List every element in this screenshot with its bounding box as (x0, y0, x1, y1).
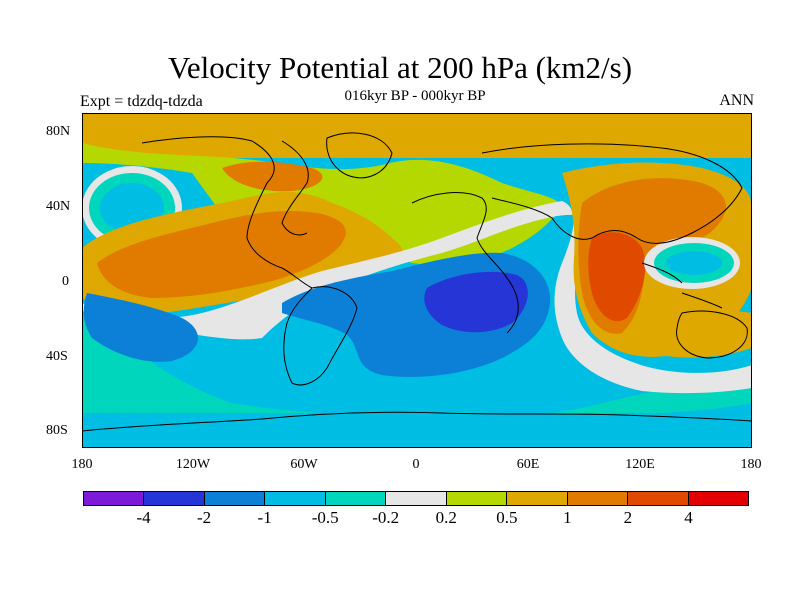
field-south-teal (82, 303, 752, 425)
colorbar-label: -4 (136, 508, 151, 527)
field-africa-darkblue (424, 271, 528, 333)
coastlines (82, 132, 752, 432)
colorbar-segment (688, 492, 748, 505)
lat-label-80s: 80S (46, 423, 68, 438)
colorbar-label: -1 (257, 508, 272, 527)
field-southwest-yellow (642, 311, 752, 358)
colorbar-segment (567, 492, 629, 505)
colorbar-segment (204, 492, 266, 505)
colorbar-label: -0.5 (311, 508, 339, 527)
field-spac-blue (83, 293, 199, 362)
colorbar-label: -2 (196, 508, 212, 527)
colorbar-label: -0.2 (372, 508, 400, 527)
colorbar-label: 4 (684, 508, 693, 527)
lon-label-180e: 180 (740, 457, 762, 472)
map-subtitle: 016kyr BP - 000kyr BP (344, 88, 486, 104)
colorbar-label: 0.5 (496, 508, 518, 527)
lat-label-eq: 0 (62, 274, 69, 289)
colorbar-label: 0.2 (435, 508, 457, 527)
colorbar-segment (386, 492, 447, 505)
colorbar-label: 1 (563, 508, 572, 527)
experiment-label: Expt = tdzdq-tdzda (80, 93, 203, 110)
field-zero-band (82, 201, 752, 394)
colorbar-segment (325, 492, 387, 505)
lon-label-120e: 120E (625, 457, 655, 472)
colorbar-segment (507, 492, 568, 505)
lon-label-0: 0 (412, 457, 420, 472)
velocity-potential-map (82, 113, 752, 448)
season-label: ANN (719, 92, 754, 109)
colorbar-label: 2 (623, 508, 633, 527)
lat-label-80n: 80N (46, 124, 71, 139)
colorbar (83, 491, 749, 506)
field-america-orange (97, 211, 346, 298)
colorbar-segment (446, 492, 508, 505)
field-antarctic (82, 413, 752, 448)
lat-label-40n: 40N (46, 199, 71, 214)
colorbar-segment (84, 492, 145, 505)
colorbar-segment (628, 492, 689, 505)
lon-label-60w: 60W (290, 457, 318, 472)
field-asia-red (588, 232, 646, 322)
field-arctic-yellow (82, 113, 752, 158)
lat-label-40s: 40S (46, 349, 68, 364)
lon-label-60e: 60E (516, 457, 540, 472)
map-title: Velocity Potential at 200 hPa (km2/s) (167, 50, 633, 85)
colorbar-segment (144, 492, 205, 505)
lon-label-120w: 120W (175, 457, 211, 472)
colorbar-segment (265, 492, 326, 505)
lon-label-180w: 180 (71, 457, 93, 472)
field-wpac-blue (666, 251, 722, 275)
